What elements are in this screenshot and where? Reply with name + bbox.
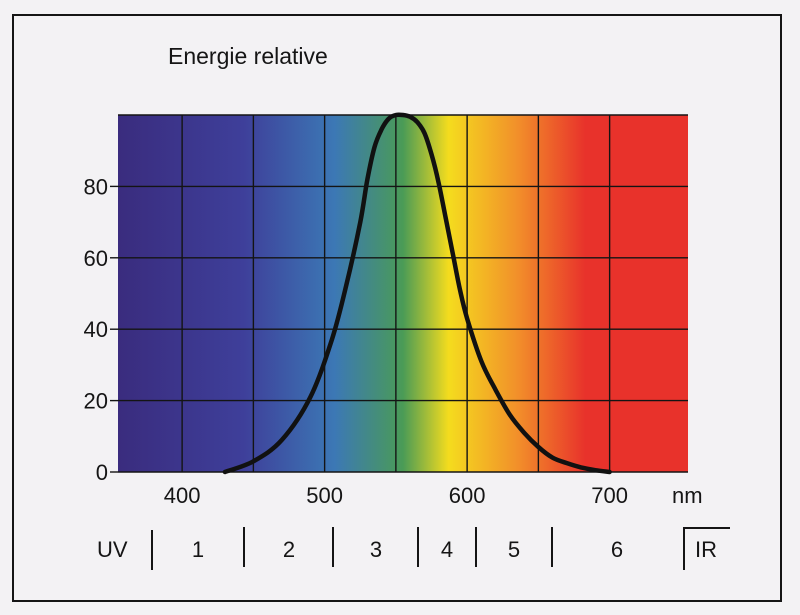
gridlines xyxy=(118,114,688,473)
band-label-5: 5 xyxy=(508,537,520,562)
x-axis-unit-label: nm xyxy=(672,483,703,508)
chart-title: Energie relative xyxy=(168,43,328,69)
band-label-uv: UV xyxy=(97,537,128,562)
band-ir-bracket xyxy=(683,527,730,570)
x-axis-ticks: 400 500 600 700 xyxy=(164,483,628,508)
page-frame xyxy=(12,14,782,602)
band-label-6: 6 xyxy=(611,537,623,562)
band-label-2: 2 xyxy=(283,537,295,562)
plot-background xyxy=(118,115,688,472)
y-tick-label: 80 xyxy=(84,174,108,199)
band-label-ir: IR xyxy=(695,537,717,562)
y-tick-label: 60 xyxy=(84,246,108,271)
y-axis-ticks: 0 20 40 60 80 xyxy=(84,174,118,485)
x-tick-label: 500 xyxy=(306,483,343,508)
x-tick-label: 400 xyxy=(164,483,201,508)
band-label-1: 1 xyxy=(192,537,204,562)
band-label-3: 3 xyxy=(370,537,382,562)
y-tick-label: 0 xyxy=(96,460,108,485)
x-tick-label: 700 xyxy=(591,483,628,508)
series-line xyxy=(222,112,612,475)
x-tick-label: 600 xyxy=(449,483,486,508)
band-row: UV 1 2 3 4 5 6 IR xyxy=(97,527,730,570)
y-tick-label: 20 xyxy=(84,389,108,414)
band-label-4: 4 xyxy=(441,537,453,562)
y-tick-label: 40 xyxy=(84,317,108,342)
